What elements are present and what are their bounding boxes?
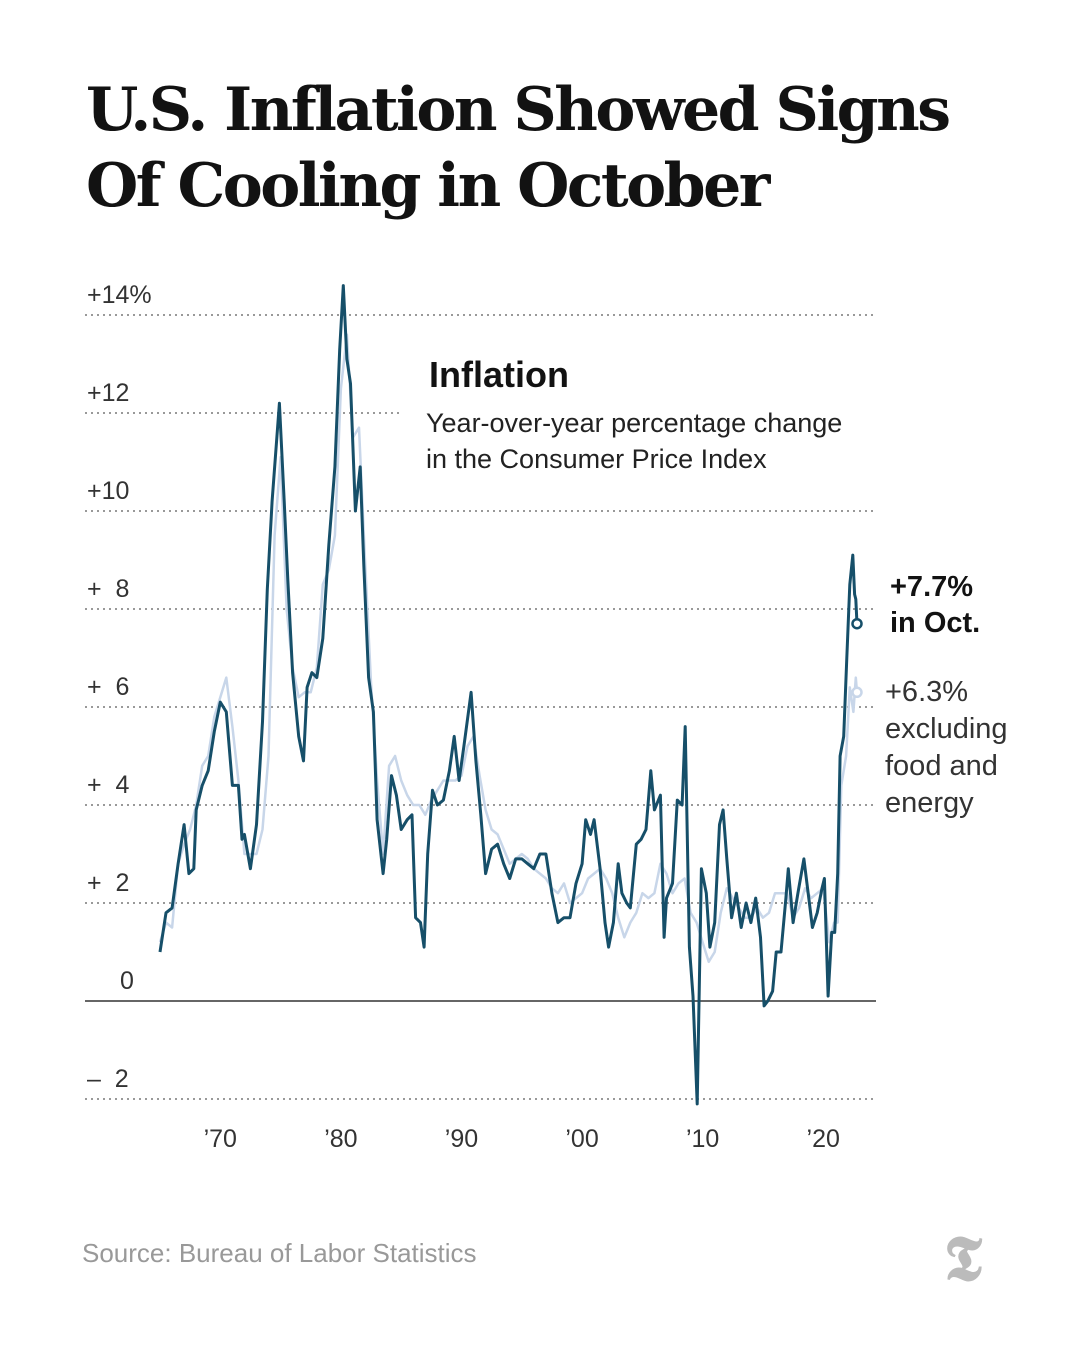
core-annotation: food and <box>885 750 998 782</box>
y-tick-label: + 4 <box>87 771 129 799</box>
x-tick-label: ’10 <box>686 1125 719 1153</box>
legend-title: Inflation <box>429 354 569 395</box>
headline-annotation: +7.7% <box>890 571 973 603</box>
headline-cpi-line <box>158 284 859 1106</box>
legend-subtitle-line-2: in the Consumer Price Index <box>426 444 767 474</box>
x-tick-label: ’90 <box>445 1125 478 1153</box>
y-tick-label: + 6 <box>87 673 129 701</box>
x-tick-label: ’20 <box>807 1125 840 1153</box>
source-note: Source: Bureau of Labor Statistics <box>82 1238 477 1268</box>
y-tick-label: – 2 <box>87 1065 129 1093</box>
core-annotation: excluding <box>885 713 1008 745</box>
y-tick-label: + 2 <box>87 869 129 897</box>
y-tick-label: +10 <box>87 477 129 505</box>
y-tick-label: 0 <box>120 967 134 995</box>
y-tick-label: + 8 <box>87 575 129 603</box>
nyt-logo: 𝕿 <box>944 1222 983 1295</box>
x-tick-label: ’80 <box>324 1125 357 1153</box>
legend-subtitle-line-1: Year-over-year percentage change <box>426 408 842 438</box>
core-annotation: +6.3% <box>885 676 968 708</box>
y-tick-label: +12 <box>87 379 129 407</box>
x-tick-label: ’00 <box>565 1125 598 1153</box>
y-tick-label: +14% <box>87 281 152 309</box>
headline-cpi-endpoint <box>851 617 863 630</box>
core-annotation: energy <box>885 787 974 819</box>
headline-annotation: in Oct. <box>890 607 980 639</box>
x-tick-label: ’70 <box>204 1125 237 1153</box>
core-cpi-endpoint <box>851 686 863 699</box>
chart-title: U.S. Inflation Showed Signs Of Cooling i… <box>86 75 951 221</box>
